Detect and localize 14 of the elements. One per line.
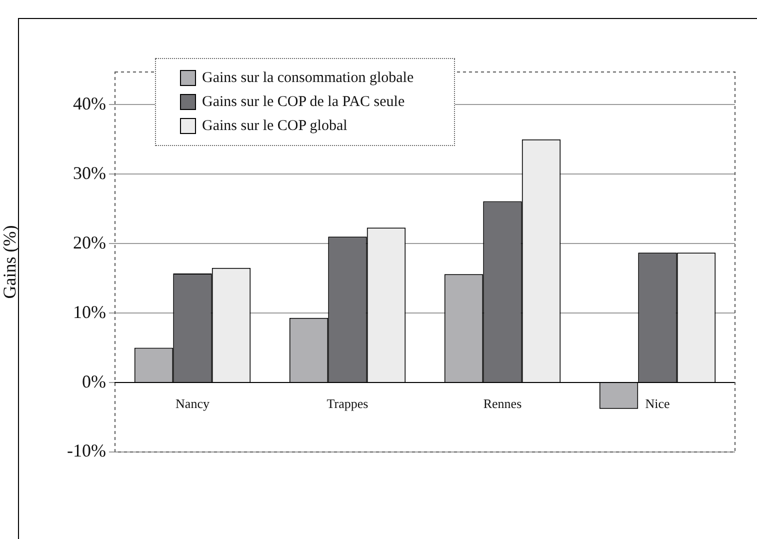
x-tick-label: Nancy <box>176 396 210 411</box>
x-tick-label: Rennes <box>483 396 522 411</box>
y-tick-label: 30% <box>73 162 106 183</box>
y-tick-label: 20% <box>73 232 106 252</box>
x-tick-label: Trappes <box>326 396 368 411</box>
x-tick-label: Nice <box>645 396 670 411</box>
y-tick-label: -10% <box>67 440 106 461</box>
y-tick-label: 10% <box>73 302 106 322</box>
legend-label: Gains sur la consommation globale <box>202 69 414 88</box>
legend-label: Gains sur le COP global <box>202 117 348 136</box>
legend-label: Gains sur le COP de la PAC seule <box>202 93 405 112</box>
y-axis-title: Gains (%) <box>0 225 20 299</box>
y-tick-label: 40% <box>73 93 106 114</box>
y-tick-label: 0% <box>82 371 106 392</box>
